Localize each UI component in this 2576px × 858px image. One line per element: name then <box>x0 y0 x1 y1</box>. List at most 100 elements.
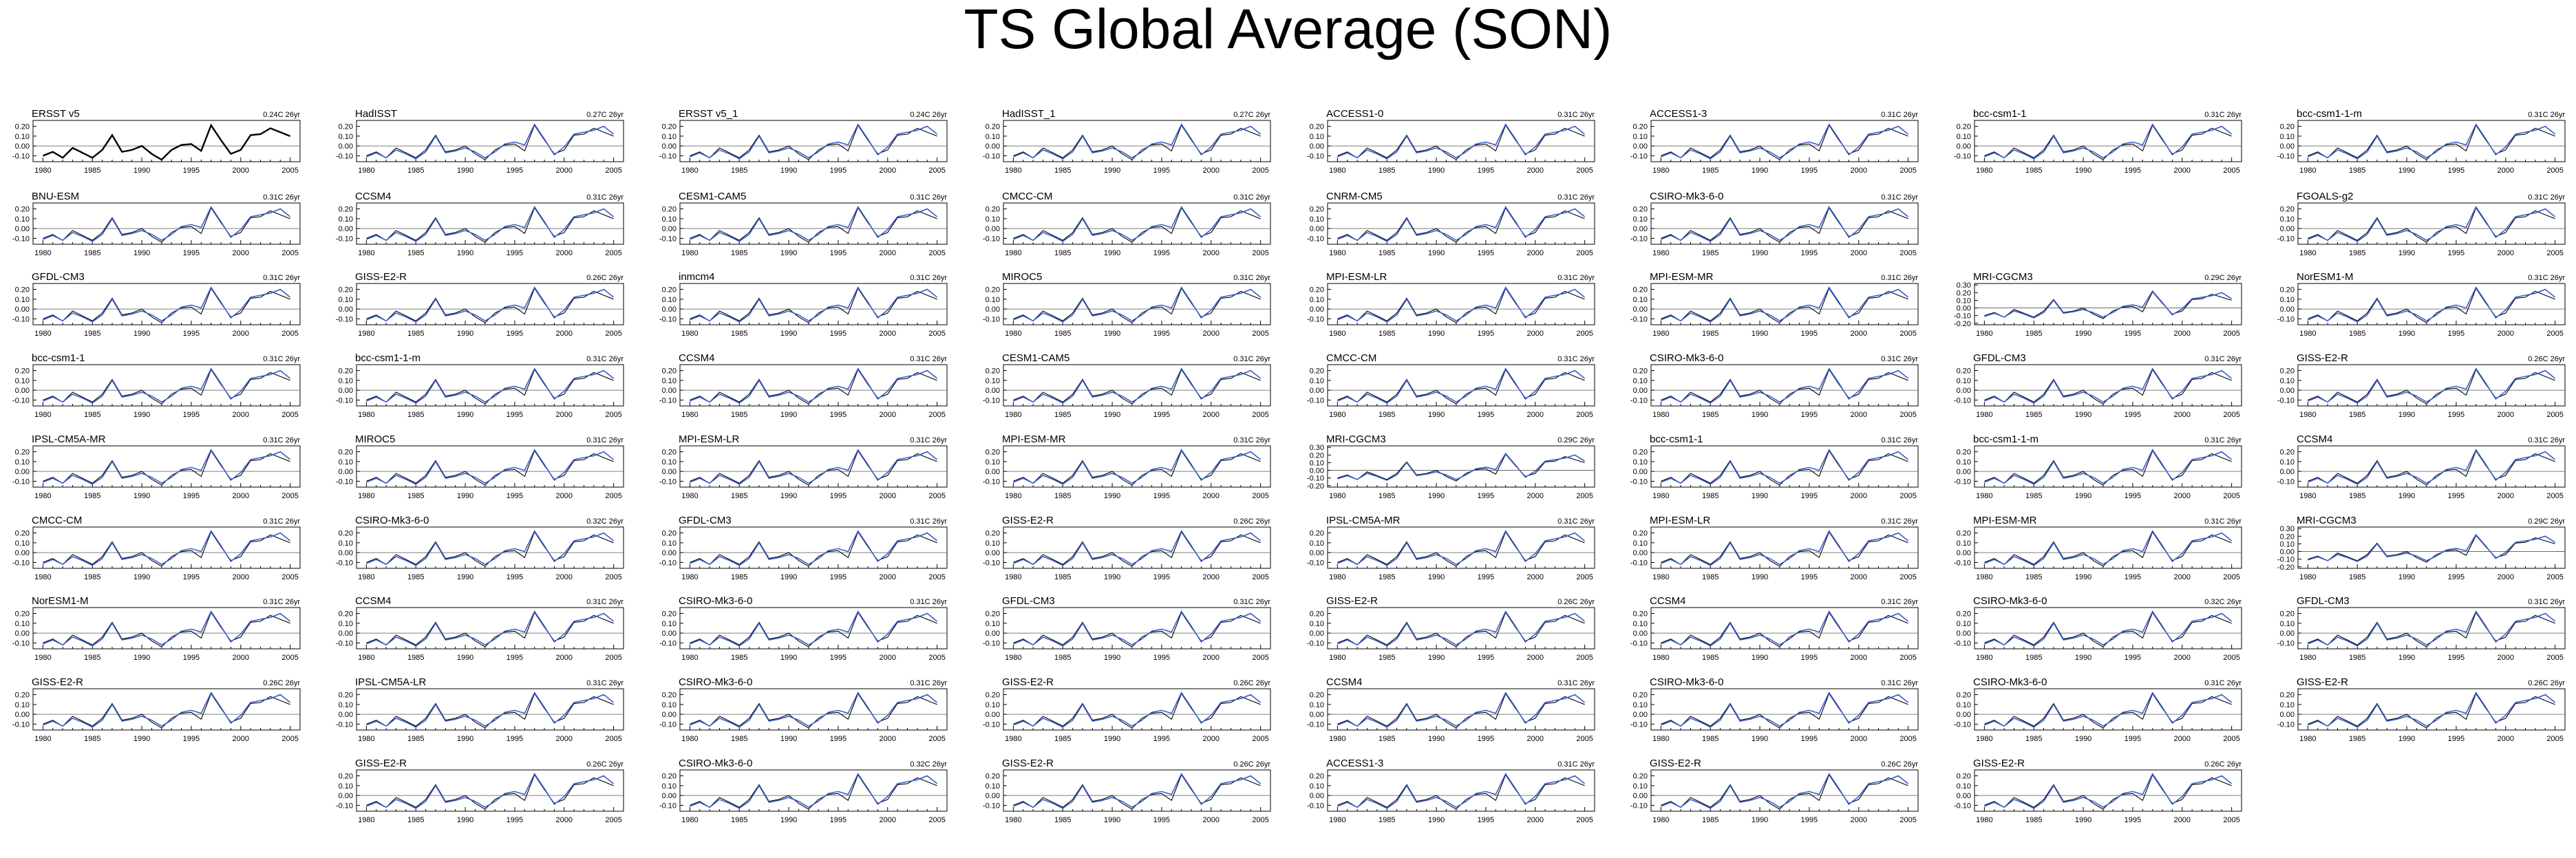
x-tick-label: 1980 <box>681 330 698 338</box>
y-tick-label: -0.10 <box>2277 396 2295 405</box>
y-tick-label: 0.20 <box>1310 773 1324 781</box>
x-tick-label: 2000 <box>1527 167 1544 175</box>
panel-label: CMCC-CM <box>1002 191 1052 202</box>
panel-trend: 0.31C 26yr <box>2528 598 2565 606</box>
panel-frame <box>1974 364 2242 407</box>
panel-frame <box>1327 688 1595 731</box>
y-tick-label: -0.10 <box>2277 152 2295 160</box>
series-line-model <box>1013 206 1262 242</box>
panel: GFDL-CM3 0.31C 26yr 0.200.10 0.00-0.10 1980 1… <box>2277 595 2566 662</box>
panel-frame <box>356 364 624 407</box>
y-tick-label: -0.10 <box>659 720 677 729</box>
y-tick-label: 0.30 <box>1310 444 1324 452</box>
y-tick-label: -0.10 <box>983 559 1000 567</box>
y-tick-label: 0.00 <box>15 225 30 233</box>
y-tick-label: 0.20 <box>339 530 353 538</box>
x-tick-label: 2000 <box>880 816 896 824</box>
y-tick-label: 0.20 <box>15 610 30 619</box>
x-tick-label: 2000 <box>1527 735 1544 743</box>
panel: NorESM1-M 0.31C 26yr 0.20 0.100.00-0.10 1980… <box>2277 271 2566 338</box>
panel-frame <box>1327 120 1595 162</box>
y-tick-label: 0.10 <box>15 539 30 548</box>
x-tick-label: 1990 <box>457 411 473 419</box>
y-tick-label: -0.10 <box>1630 152 1648 160</box>
y-tick-label: -0.10 <box>1954 802 1971 810</box>
panel-label: MPI-ESM-MR <box>1650 271 1714 283</box>
y-tick-label: 0.10 <box>662 215 677 224</box>
y-tick-label: -0.10 <box>1307 152 1324 160</box>
y-tick-label: -0.10 <box>1307 315 1324 323</box>
x-tick-label: 1995 <box>1153 654 1170 662</box>
panel-trend: 0.26C 26yr <box>1233 679 1270 687</box>
x-tick-label: 2005 <box>2546 330 2563 338</box>
panel-label: GFDL-CM3 <box>1002 595 1055 607</box>
x-tick-label: 1995 <box>507 735 523 743</box>
x-tick-label: 1990 <box>2398 492 2415 500</box>
panel: GISS-E2-R 0.26C 26yr0.200.100.00-0.101980… <box>1954 758 2242 824</box>
x-tick-label: 1980 <box>1329 411 1345 419</box>
x-tick-label: 1990 <box>457 330 473 338</box>
x-tick-label: 1995 <box>1801 573 1818 581</box>
y-tick-label: 0.20 <box>1957 123 1971 131</box>
panel-label: HadISST <box>355 108 397 120</box>
x-tick-label: 1985 <box>731 249 747 257</box>
x-tick-label: 1985 <box>407 167 424 175</box>
panel-label: IPSL-CM5A-LR <box>355 676 427 688</box>
x-tick-label: 2000 <box>2498 167 2514 175</box>
x-tick-label: 2000 <box>233 249 249 257</box>
y-tick-label: 0.10 <box>339 620 353 628</box>
y-tick-label: 0.00 <box>1310 142 1324 151</box>
x-tick-label: 1980 <box>2299 735 2316 743</box>
y-tick-label: -0.10 <box>1954 639 1971 647</box>
x-tick-label: 2000 <box>556 735 573 743</box>
y-tick-label: -0.10 <box>12 720 30 729</box>
panel: CCSM4 0.31C 26yr 0.200.10 0.00 -0.10 1980 1985… <box>2277 433 2566 500</box>
panel: GISS-E2-R 0.26C 26yr0.200.100.00-0.101980… <box>2277 352 2566 419</box>
x-tick-label: 1985 <box>1702 249 1718 257</box>
panel: CSIRO-Mk3-6-0 0.32C 26yr 0.200.100.00 -0.10… <box>336 515 624 581</box>
x-tick-label: 2000 <box>1851 167 1867 175</box>
x-tick-label: 1980 <box>1652 654 1669 662</box>
x-tick-label: 2005 <box>2546 249 2563 257</box>
panel-label: CESM1-CAM5 <box>679 191 746 202</box>
x-tick-label: 2005 <box>1899 411 1916 419</box>
x-tick-label: 1980 <box>358 816 374 824</box>
x-tick-label: 2000 <box>1203 249 1220 257</box>
x-tick-label: 2000 <box>880 573 896 581</box>
x-tick-label: 1995 <box>183 492 200 500</box>
series-line-model <box>43 530 291 566</box>
panel-label: ACCESS1-3 <box>1326 758 1383 769</box>
panel-label: HadISST_1 <box>1002 108 1056 120</box>
panel-frame <box>32 526 301 569</box>
x-tick-label: 1985 <box>731 816 747 824</box>
panel-label: MRI-CGCM3 <box>1973 271 2033 283</box>
panel-label: CSIRO-Mk3-6-0 <box>1650 352 1724 364</box>
panel-label: CESM1-CAM5 <box>1002 352 1069 364</box>
panel-trend: 0.31C 26yr <box>910 355 947 363</box>
panel-trend: 0.26C 26yr <box>2204 760 2242 769</box>
y-tick-label: 0.00 <box>662 305 677 314</box>
x-tick-label: 1995 <box>1801 167 1818 175</box>
x-tick-label: 2005 <box>1576 573 1593 581</box>
panel-frame <box>679 283 948 325</box>
panel-frame <box>356 607 624 650</box>
y-tick-label: 0.10 <box>339 215 353 224</box>
x-tick-label: 1980 <box>1005 167 1021 175</box>
series-line-model <box>1013 286 1262 323</box>
x-tick-label: 1980 <box>1005 249 1021 257</box>
panel: HadISST_1 0.27C 26yr 0.20 0.100.00-0.10 1980… <box>983 108 1271 175</box>
y-tick-label: 0.00 <box>339 792 353 800</box>
x-tick-label: 1990 <box>2398 735 2415 743</box>
y-tick-label: 0.00 <box>662 387 677 395</box>
panel-frame <box>2297 202 2566 245</box>
x-tick-label: 1995 <box>830 167 847 175</box>
panel: CNRM-CM5 0.31C 26yr 0.200.100.00 -0.10 1980 1… <box>1307 191 1595 257</box>
series-line-model <box>1661 206 1909 242</box>
x-tick-label: 1980 <box>358 654 374 662</box>
x-tick-label: 1995 <box>1801 816 1818 824</box>
x-tick-label: 2005 <box>281 411 298 419</box>
x-tick-label: 1995 <box>183 735 200 743</box>
x-tick-label: 2005 <box>1899 249 1916 257</box>
x-tick-label: 2000 <box>2174 167 2191 175</box>
y-tick-label: 0.20 <box>339 691 353 700</box>
